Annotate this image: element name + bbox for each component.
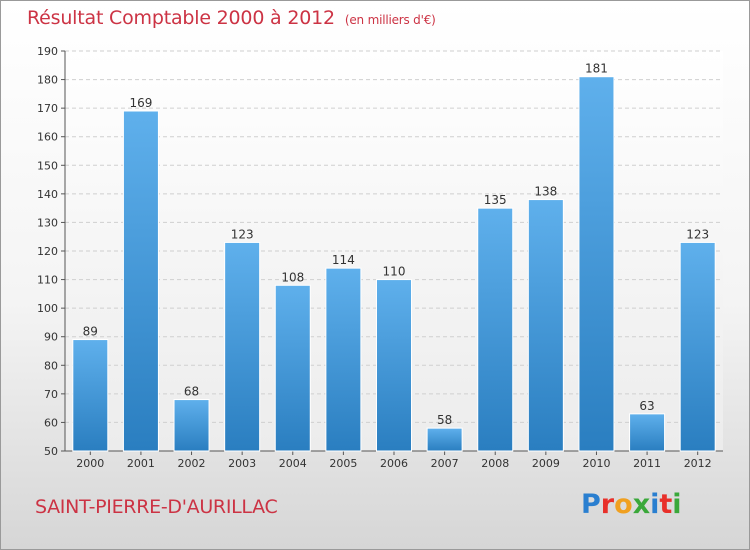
x-tick-label-2011: 2011 — [633, 457, 661, 470]
logo-letter: x — [632, 489, 651, 520]
y-tick-label: 130 — [37, 216, 58, 229]
bar-2000 — [72, 339, 109, 452]
proxiti-logo: Proxiti — [581, 489, 682, 520]
value-label-2000: 89 — [83, 325, 98, 339]
x-tick-label-2001: 2001 — [127, 457, 155, 470]
logo-letter: i — [650, 489, 660, 520]
y-tick-label: 180 — [37, 74, 58, 87]
y-tick-label: 50 — [44, 445, 58, 458]
value-label-2001: 169 — [129, 96, 152, 110]
y-tick-label: 100 — [37, 302, 58, 315]
y-tick-label: 60 — [44, 416, 58, 429]
y-tick-label: 160 — [37, 131, 58, 144]
value-label-2007: 58 — [437, 413, 452, 427]
x-tick-label-2003: 2003 — [228, 457, 256, 470]
x-tick-label-2009: 2009 — [532, 457, 560, 470]
x-tick-label-2002: 2002 — [178, 457, 206, 470]
value-label-2009: 138 — [534, 185, 557, 199]
bar-2010 — [578, 76, 615, 452]
logo-letter: i — [672, 489, 682, 520]
x-tick-label-2008: 2008 — [481, 457, 509, 470]
x-tick-label-2012: 2012 — [684, 457, 712, 470]
logo-letter: P — [581, 489, 601, 520]
value-label-2004: 108 — [281, 270, 304, 284]
y-tick-label: 150 — [37, 159, 58, 172]
value-label-2002: 68 — [184, 385, 199, 399]
bars — [72, 76, 716, 452]
chart-title: Résultat Comptable 2000 à 2012 (en millie… — [27, 7, 436, 29]
bar-2011 — [629, 413, 666, 452]
x-tick-label-2010: 2010 — [582, 457, 610, 470]
y-tick-label: 70 — [44, 388, 58, 401]
labels: 50 60 70 80 90 100 110 120 130 140 150 160 170 180 190… — [37, 45, 712, 470]
x-tick-label-2004: 2004 — [279, 457, 307, 470]
y-tick-label: 140 — [37, 188, 58, 201]
x-tick-label-2005: 2005 — [329, 457, 357, 470]
y-tick-label: 190 — [37, 45, 58, 58]
bar-2001 — [122, 110, 159, 452]
bar-2006 — [376, 279, 412, 452]
bar-2004 — [274, 284, 311, 452]
x-tick-label-2006: 2006 — [380, 457, 408, 470]
bar-2008 — [477, 207, 514, 452]
bar-2005 — [325, 267, 362, 452]
value-label-2003: 123 — [231, 227, 254, 241]
value-label-2005: 114 — [332, 253, 355, 267]
value-label-2011: 63 — [639, 399, 654, 413]
x-tick-label-2000: 2000 — [76, 457, 104, 470]
place-name: SAINT-PIERRE-D'AURILLAC — [35, 496, 278, 518]
value-label-2008: 135 — [484, 193, 507, 207]
logo-letter: r — [600, 489, 615, 520]
bar-2003 — [224, 241, 261, 452]
y-tick-label: 170 — [37, 102, 58, 115]
value-label-2012: 123 — [686, 227, 709, 241]
bar-2002 — [173, 399, 210, 452]
chart-title-text: Résultat Comptable 2000 à 2012 — [27, 7, 335, 29]
logo-letter: o — [614, 489, 633, 520]
y-tick-label: 120 — [37, 245, 58, 258]
chart-subtitle: (en milliers d'€) — [344, 13, 436, 27]
y-tick-label: 80 — [44, 359, 58, 372]
bar-2009 — [527, 199, 564, 452]
y-tick-label: 90 — [44, 331, 58, 344]
logo-letter: t — [659, 489, 673, 520]
bar-2007 — [426, 427, 463, 452]
bar-2012 — [679, 241, 716, 452]
value-label-2006: 110 — [383, 265, 406, 279]
y-tick-label: 110 — [37, 274, 58, 287]
value-label-2010: 181 — [585, 62, 608, 76]
x-tick-label-2007: 2007 — [431, 457, 459, 470]
